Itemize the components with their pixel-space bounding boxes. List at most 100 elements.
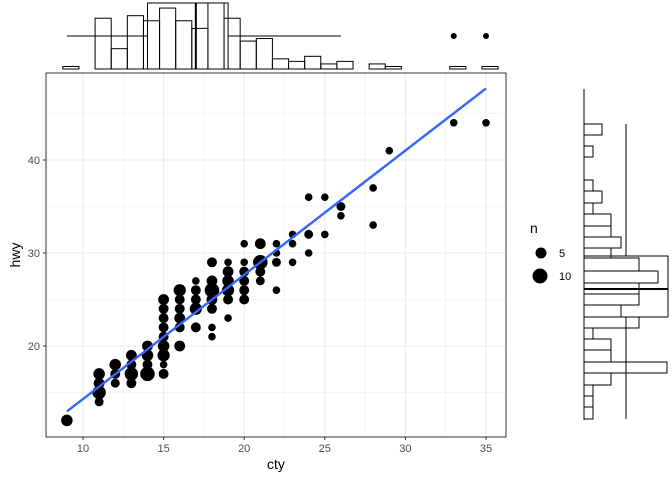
data-point — [174, 312, 186, 324]
right-marginal-histogram — [583, 89, 669, 420]
histogram-bar — [94, 17, 112, 70]
data-point — [254, 238, 266, 250]
histogram-bar — [159, 7, 177, 70]
histogram-bar — [583, 236, 622, 249]
x-tick-label: 30 — [399, 443, 411, 455]
data-point — [158, 294, 170, 305]
data-point — [208, 332, 216, 341]
data-point — [304, 229, 314, 239]
legend: n 5 10 — [530, 220, 571, 284]
data-point — [240, 258, 248, 267]
data-point — [336, 202, 346, 211]
data-point — [288, 258, 297, 267]
x-tick-label: 25 — [319, 443, 331, 455]
data-point — [192, 277, 200, 285]
y-axis: 20 30 40 — [28, 155, 46, 353]
data-point — [158, 368, 169, 379]
histogram-bar — [583, 202, 594, 215]
data-point — [158, 313, 169, 324]
histogram-bar — [583, 270, 659, 284]
x-tick-label: 10 — [77, 443, 89, 455]
data-point — [208, 323, 216, 332]
box-outlier — [483, 33, 489, 39]
data-point — [240, 239, 248, 248]
data-point — [109, 358, 122, 371]
data-point — [190, 294, 201, 305]
histogram-bar — [583, 372, 612, 386]
histogram-bar — [304, 55, 322, 70]
histogram-bar — [583, 179, 594, 192]
histogram-bar — [583, 349, 612, 363]
data-point — [337, 212, 345, 220]
histogram-bar — [583, 338, 612, 351]
data-point — [158, 322, 169, 333]
x-axis: 10 15 20 25 30 35 — [77, 437, 492, 455]
data-point — [174, 303, 185, 314]
data-point — [321, 193, 329, 201]
data-point — [124, 367, 139, 381]
histogram-bar — [583, 213, 612, 227]
data-point — [222, 266, 234, 277]
scatter-points — [61, 119, 490, 427]
top-marginal-histogram — [62, 2, 499, 70]
data-point — [174, 294, 185, 305]
data-point — [288, 239, 297, 248]
data-point — [321, 230, 329, 239]
plot-panel-border — [45, 72, 507, 438]
data-point — [304, 249, 313, 257]
histogram-bar — [583, 384, 594, 397]
histogram-bar — [288, 60, 306, 70]
data-point — [221, 284, 235, 297]
data-point — [304, 193, 313, 201]
y-axis-title: hwy — [7, 243, 23, 268]
data-point — [449, 119, 458, 127]
data-point — [369, 221, 377, 229]
data-point — [271, 257, 281, 267]
histogram-bar — [583, 225, 612, 238]
histogram-bar — [583, 406, 594, 420]
data-point — [61, 414, 73, 427]
data-point — [126, 378, 137, 389]
x-tick-label: 15 — [157, 443, 169, 455]
data-point — [159, 360, 168, 369]
x-tick-label: 20 — [238, 443, 250, 455]
data-point — [93, 368, 105, 380]
data-point — [255, 276, 265, 286]
data-point — [206, 257, 217, 268]
data-point — [158, 303, 169, 314]
histogram-bar — [223, 17, 241, 70]
histogram-bar — [191, 27, 209, 70]
data-point — [157, 349, 170, 362]
y-tick-label: 30 — [28, 248, 40, 260]
histogram-bar — [336, 60, 354, 70]
data-point — [140, 366, 155, 382]
data-point — [189, 302, 202, 315]
y-tick-label: 40 — [28, 155, 40, 167]
data-point — [174, 340, 186, 352]
histogram-bar — [449, 65, 467, 70]
histogram-bar — [583, 293, 640, 306]
histogram-bar — [384, 65, 402, 70]
data-point — [94, 397, 104, 407]
data-point — [239, 285, 250, 296]
histogram-bar — [239, 40, 257, 70]
box-outlier — [450, 33, 457, 39]
data-point — [142, 359, 153, 370]
histogram-bar — [583, 123, 603, 136]
box-body — [146, 2, 229, 70]
data-point — [204, 282, 220, 298]
data-point — [110, 378, 120, 388]
data-point — [272, 286, 281, 295]
histogram-bar — [126, 15, 144, 70]
data-point — [223, 294, 234, 305]
data-point — [126, 359, 137, 370]
histogram-bar — [583, 395, 594, 408]
histogram-bar — [62, 65, 80, 70]
x-axis-title: cty — [267, 456, 285, 472]
histogram-bar — [110, 48, 128, 70]
y-tick-label: 20 — [28, 341, 40, 353]
data-point — [369, 184, 377, 192]
data-point — [385, 146, 394, 155]
data-point — [173, 284, 186, 297]
